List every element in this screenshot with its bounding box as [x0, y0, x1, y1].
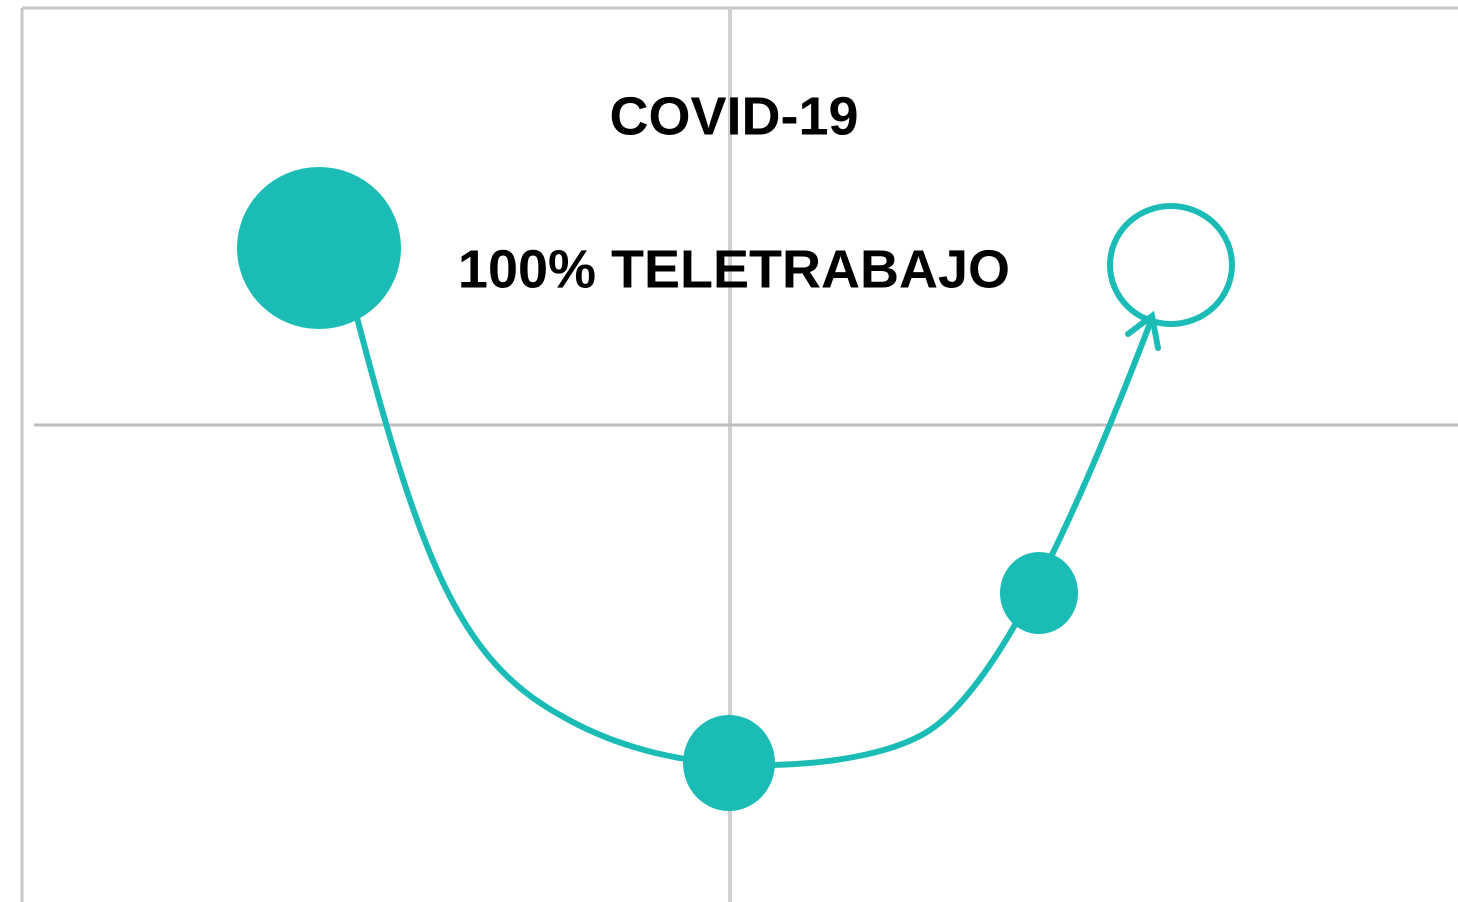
- start-circle: [237, 167, 401, 329]
- subtitle: 100% TELETRABAJO: [458, 239, 1010, 299]
- rising-circle: [1000, 552, 1078, 634]
- title: COVID-19: [609, 86, 858, 146]
- bottom-circle: [683, 715, 775, 811]
- arrow-head: [1125, 310, 1161, 351]
- goal-circle: [1107, 203, 1235, 327]
